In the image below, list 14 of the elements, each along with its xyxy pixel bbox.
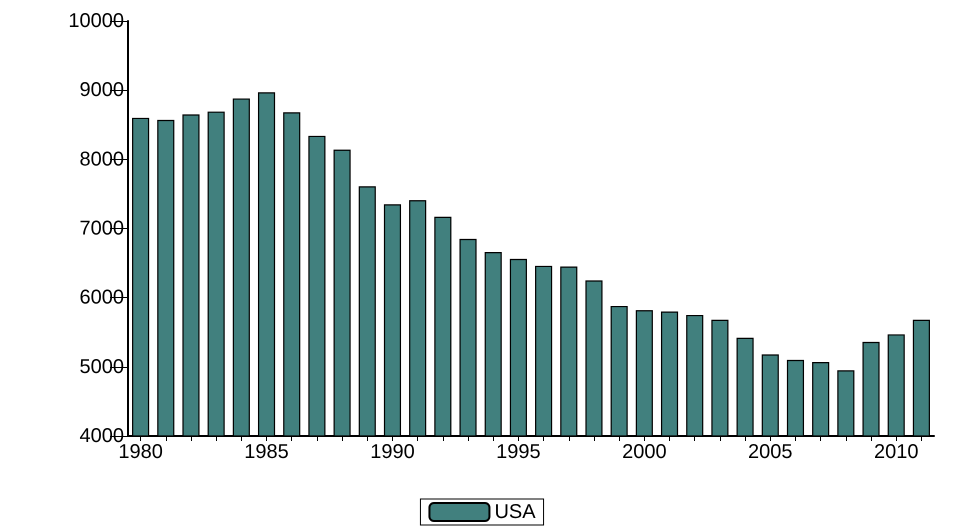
- y-tick-label: 9000: [80, 79, 124, 102]
- y-tick-label: 8000: [80, 148, 124, 170]
- x-tick-label: 2010: [874, 441, 918, 463]
- y-tick-label: 5000: [80, 356, 124, 378]
- x-tick-label: 2000: [622, 441, 667, 463]
- y-tick-label: 10000: [68, 10, 124, 32]
- x-tick-label: 1980: [118, 441, 163, 463]
- y-tick-label: 7000: [80, 218, 124, 240]
- x-tick-label: 1985: [244, 441, 289, 463]
- y-tick-label: 6000: [80, 286, 124, 309]
- x-tick-label: 2005: [748, 441, 793, 463]
- x-tick-label: 1995: [496, 441, 541, 463]
- legend-label: USA: [494, 501, 536, 523]
- x-tick-label: 1990: [370, 441, 415, 463]
